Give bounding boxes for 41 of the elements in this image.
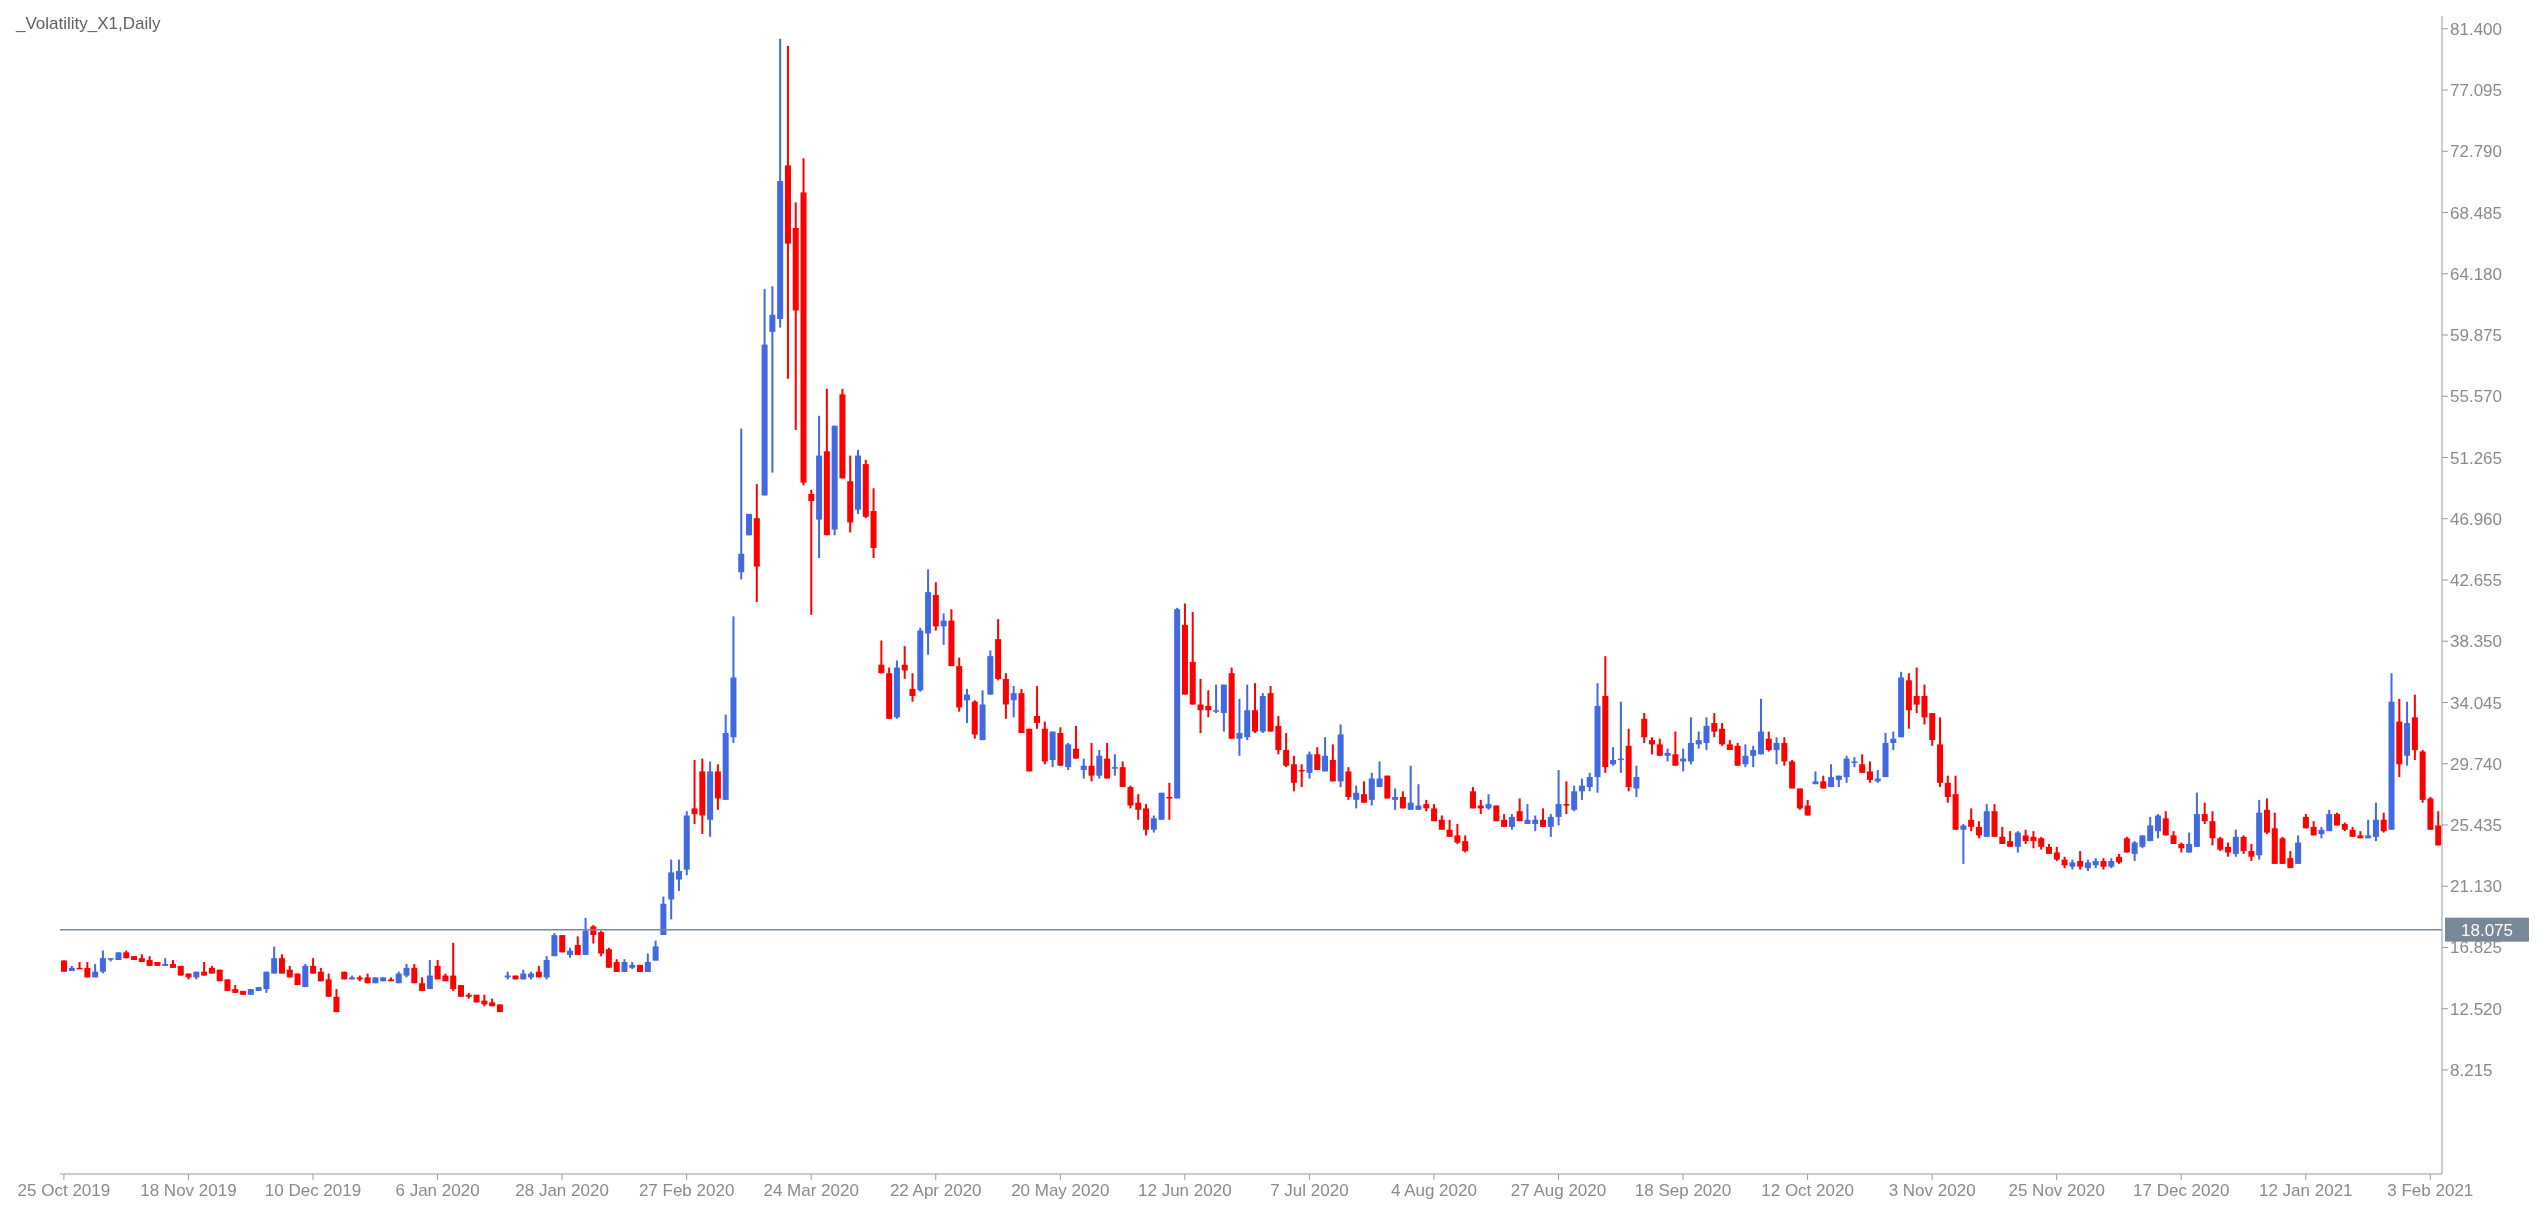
candlestick <box>1213 684 1220 714</box>
y-tick-label: 64.180 <box>2450 264 2502 284</box>
x-tick-label: 28 Jan 2020 <box>515 1181 609 1200</box>
y-tick-label: 25.435 <box>2450 816 2502 835</box>
y-tick-label: 46.960 <box>2450 509 2502 529</box>
x-tick-label: 12 Oct 2020 <box>1761 1181 1854 1200</box>
x-tick-label: 3 Feb 2021 <box>2387 1181 2474 1200</box>
x-tick-label: 24 Mar 2020 <box>763 1181 859 1200</box>
x-tick-label: 12 Jan 2021 <box>2258 1181 2353 1200</box>
y-tick-label: 8.215 <box>2450 1060 2493 1080</box>
x-tick-label: 17 Dec 2020 <box>2133 1181 2230 1200</box>
y-tick-label: 68.485 <box>2450 203 2502 223</box>
x-tick-label: 27 Feb 2020 <box>638 1181 735 1200</box>
x-tick-label: 12 Jun 2020 <box>1138 1181 1232 1200</box>
y-tick-label: 59.875 <box>2450 326 2502 346</box>
y-tick-label: 38.350 <box>2450 632 2502 652</box>
y-tick-label: 16.825 <box>2450 938 2502 958</box>
y-tick-label: 81.400 <box>2450 19 2502 39</box>
y-tick-label: 42.655 <box>2450 571 2502 591</box>
x-tick-label: 6 Jan 2020 <box>395 1181 480 1200</box>
y-tick-label: 12.520 <box>2450 999 2502 1019</box>
x-tick-label: 10 Dec 2019 <box>264 1181 362 1200</box>
ref-line-label: 18.075 <box>2461 920 2513 940</box>
y-tick-label: 72.790 <box>2450 142 2502 162</box>
x-tick-label: 18 Sep 2020 <box>1634 1181 1732 1200</box>
x-tick-label: 7 Jul 2020 <box>1270 1181 1349 1200</box>
chart-title: _Volatility_X1,Daily <box>16 14 161 34</box>
y-tick-label: 34.045 <box>2450 693 2502 713</box>
x-tick-label: 3 Nov 2020 <box>1888 1181 1976 1200</box>
x-tick-label: 20 May 2020 <box>1011 1181 1110 1200</box>
x-tick-label: 25 Oct 2019 <box>17 1181 111 1200</box>
x-tick-label: 4 Aug 2020 <box>1390 1181 1477 1200</box>
x-tick-label: 22 Apr 2020 <box>889 1181 982 1200</box>
y-tick-label: 55.570 <box>2450 387 2502 407</box>
x-tick-label: 25 Nov 2020 <box>2008 1181 2105 1200</box>
y-tick-label: 77.095 <box>2450 81 2502 101</box>
y-tick-label: 21.130 <box>2450 877 2502 897</box>
x-tick-label: 18 Nov 2019 <box>140 1181 237 1200</box>
y-tick-label: 51.265 <box>2450 448 2502 468</box>
x-tick-label: 27 Aug 2020 <box>1510 1181 1607 1200</box>
y-tick-label: 29.740 <box>2450 754 2502 774</box>
